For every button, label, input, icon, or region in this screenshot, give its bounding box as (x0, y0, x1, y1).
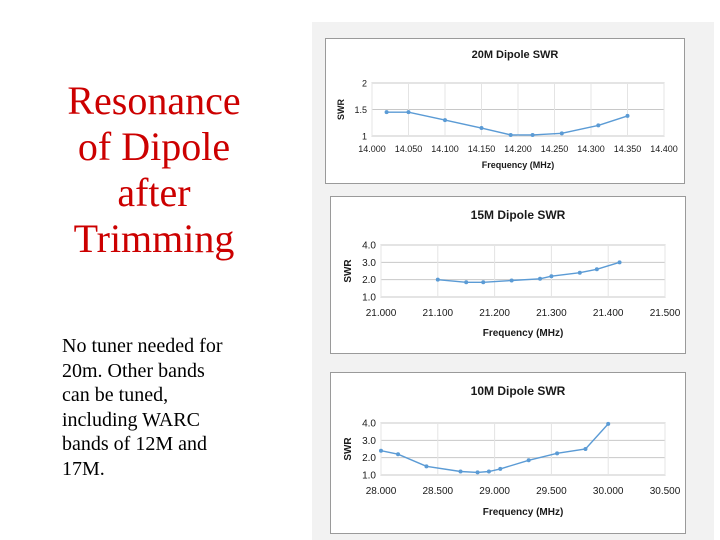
x-tick-label: 14.150 (468, 144, 496, 154)
x-tick-label: 14.050 (395, 144, 423, 154)
chart-title: 20M Dipole SWR (472, 49, 559, 61)
data-point (475, 470, 480, 475)
x-tick-label: 14.250 (541, 144, 569, 154)
data-point (384, 110, 389, 115)
x-tick-label: 14.300 (577, 144, 605, 154)
y-axis-label: SWR (343, 437, 354, 461)
data-point (625, 113, 630, 118)
data-point (530, 132, 535, 137)
x-tick-label: 14.100 (431, 144, 459, 154)
data-point (379, 448, 383, 453)
x-tick-label: 14.200 (504, 144, 532, 154)
x-tick-label: 29.000 (479, 486, 510, 497)
x-tick-label: 14.400 (650, 144, 678, 154)
y-tick-label: 2 (362, 79, 367, 89)
data-point (486, 469, 491, 474)
body-line: including WARC (62, 408, 200, 431)
plot-area (380, 422, 666, 476)
data-point (396, 452, 401, 457)
x-tick-label: 28.000 (366, 486, 397, 497)
slide-title: Resonance of Dipole after Trimming (40, 78, 268, 262)
chart-15m-svg: 15M Dipole SWR 1.0 2.0 3.0 4.0 21.000 21.100 21… (343, 208, 681, 339)
y-tick-label: 2.0 (362, 275, 376, 286)
data-point (583, 447, 588, 451)
x-tick-label: 30.500 (650, 486, 681, 497)
slide-title-line: of Dipole (77, 124, 231, 169)
chart-10m-swr: 10M Dipole SWR 1.0 2.0 3.0 4.0 28.000 28.500 29… (330, 372, 686, 534)
data-point (443, 118, 447, 123)
data-point (406, 110, 411, 115)
x-tick-label: 21.100 (423, 308, 454, 319)
y-axis-label: SWR (336, 99, 346, 120)
data-point (538, 276, 543, 281)
data-point (555, 451, 560, 456)
chart-title: 10M Dipole SWR (471, 384, 566, 398)
data-point (424, 464, 429, 469)
y-tick-label: 4.0 (362, 241, 376, 252)
chart-20m-swr: 20M Dipole SWR 1 1.5 2 14.000 14.050 14.100 14.… (325, 38, 685, 184)
y-tick-label: 3.0 (362, 258, 376, 269)
y-tick-label: 1.0 (362, 471, 376, 482)
x-tick-label: 21.500 (650, 308, 681, 319)
body-line: 17M. (62, 457, 105, 480)
y-tick-label: 1.0 (362, 293, 376, 304)
x-axis-label: Frequency (MHz) (482, 160, 555, 170)
data-point (508, 132, 513, 137)
data-point (594, 267, 599, 272)
x-tick-label: 28.500 (423, 486, 454, 497)
body-line: bands of 12M and (62, 433, 207, 455)
data-point (559, 131, 564, 136)
slide-title-line: Resonance (67, 78, 241, 123)
body-line: 20m. Other bands (62, 359, 205, 382)
data-point (526, 458, 531, 463)
x-tick-label: 21.300 (536, 308, 567, 319)
body-line: No tuner needed for (62, 335, 223, 357)
data-point (435, 277, 440, 282)
x-axis-label: Frequency (MHz) (483, 328, 564, 339)
x-tick-label: 21.200 (479, 308, 510, 319)
y-tick-label: 2.0 (362, 453, 376, 464)
slide-title-line: after (117, 170, 191, 215)
body-line: can be tuned, (62, 384, 169, 406)
data-point (606, 421, 611, 426)
data-point (617, 260, 622, 265)
x-axis-label: Frequency (MHz) (483, 507, 564, 518)
y-tick-label: 1 (362, 132, 367, 142)
data-point (458, 469, 463, 474)
slide-title-line: Trimming (73, 216, 235, 261)
x-tick-label: 14.350 (614, 144, 642, 154)
y-tick-label: 3.0 (362, 436, 376, 447)
data-point (498, 466, 503, 471)
data-point (577, 270, 582, 275)
data-point (509, 278, 514, 283)
x-tick-label: 14.000 (358, 144, 386, 154)
y-tick-label: 1.5 (354, 105, 367, 115)
x-tick-label: 30.000 (593, 486, 624, 497)
chart-10m-svg: 10M Dipole SWR 1.0 2.0 3.0 4.0 28.000 28.500 29… (343, 384, 681, 518)
x-tick-label: 29.500 (536, 486, 567, 497)
chart-title: 15M Dipole SWR (471, 208, 566, 222)
x-tick-label: 21.400 (593, 308, 624, 319)
data-point (549, 274, 554, 279)
y-tick-label: 4.0 (362, 419, 376, 430)
chart-20m-svg: 20M Dipole SWR 1 1.5 2 14.000 14.050 14.100 14.… (336, 49, 678, 170)
data-point (464, 280, 469, 285)
data-point (479, 126, 484, 131)
data-point (481, 280, 486, 285)
y-axis-label: SWR (343, 259, 354, 283)
slide-body-text: No tuner needed for 20m. Other bands can… (62, 334, 272, 481)
chart-15m-swr: 15M Dipole SWR 1.0 2.0 3.0 4.0 21.000 21.100 21… (330, 196, 686, 354)
x-tick-label: 21.000 (366, 308, 397, 319)
data-point (596, 123, 601, 128)
plot-area (380, 244, 666, 298)
